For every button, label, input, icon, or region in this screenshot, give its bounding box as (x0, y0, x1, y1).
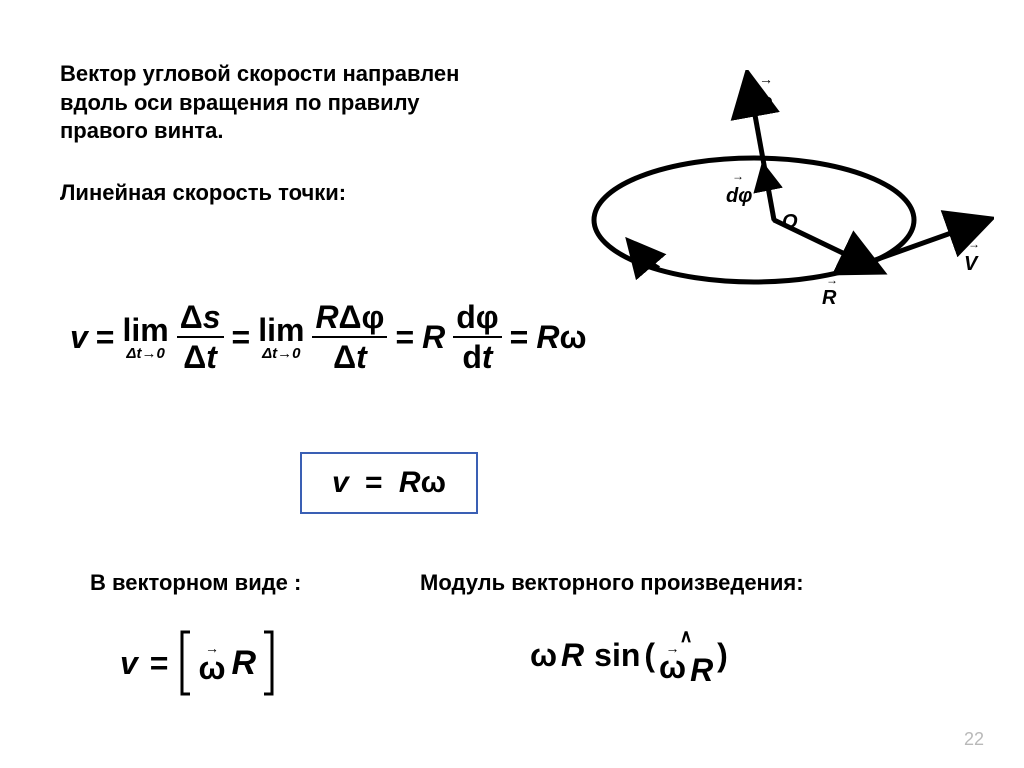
svg-text:→: → (968, 237, 980, 251)
slide: Вектор угловой скорости направлен вдоль … (0, 0, 1024, 768)
limit-2: lim Δt→0 (258, 314, 304, 361)
paragraph-1: Вектор угловой скорости направлен вдоль … (60, 60, 490, 146)
equation-derivation: v = lim Δt→0 Δs Δt = lim Δt→0 RΔφ Δt = (70, 300, 587, 374)
page-number: 22 (964, 729, 984, 750)
label-dphi: dφ (726, 185, 752, 207)
label-cross-modulus: Модуль векторного произведения: (420, 570, 804, 596)
label-omega: → (759, 71, 773, 87)
rotation-diagram: O → ω → dφ → R → V (564, 70, 994, 310)
sym-eq: = (96, 319, 115, 356)
label-omega-sym: ω (756, 91, 773, 113)
equation-vector-form: v = → ω R (120, 630, 274, 696)
svg-text:→: → (826, 273, 838, 287)
boxed-result: v = Rω (300, 452, 478, 514)
label-R: R (822, 287, 837, 309)
label-vector-form: В векторном виде : (90, 570, 420, 596)
svg-text:→: → (732, 169, 744, 183)
subheading-row: В векторном виде : Модуль векторного про… (90, 570, 964, 596)
sym-v: v (70, 319, 88, 356)
frac-rdphi-dt: RΔφ Δt (312, 300, 387, 374)
frac-dphi-dt: dφ dt (453, 300, 501, 374)
bracket-right-icon (262, 630, 274, 696)
vec-omega: → ω (198, 643, 225, 682)
hat-omega-R: ∧ → ω R (659, 630, 713, 682)
equation-cross-modulus: ω R sin ( ∧ → ω R ) (530, 630, 728, 682)
label-V: V (964, 253, 979, 275)
sym-R: R (422, 319, 445, 356)
frac-ds-dt: Δs Δt (177, 300, 224, 374)
limit-1: lim Δt→0 (122, 314, 168, 361)
bracket-left-icon (180, 630, 192, 696)
